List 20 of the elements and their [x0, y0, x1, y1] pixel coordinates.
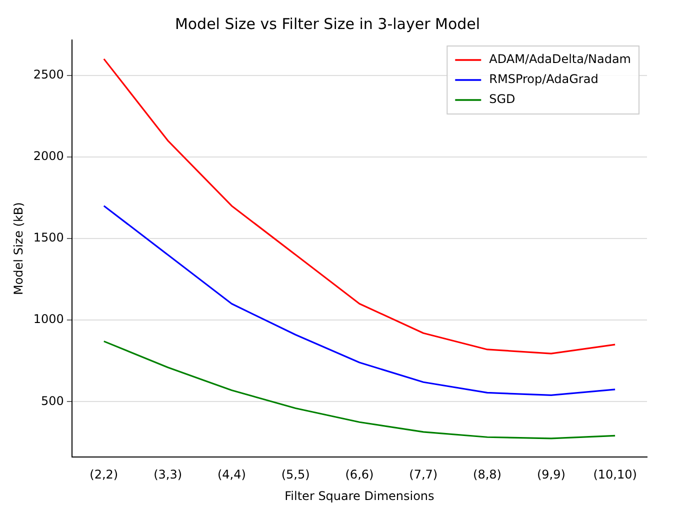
x-tick-label: (3,3) [154, 468, 182, 482]
y-tick-label: 1500 [33, 230, 64, 245]
x-tick-label: (9,9) [536, 468, 566, 482]
legend-label: ADAM/AdaDelta/Nadam [489, 52, 632, 66]
y-tick-label: 2000 [33, 148, 64, 163]
x-axis-title: Filter Square Dimensions [284, 488, 434, 503]
y-tick-label: 500 [41, 394, 64, 408]
x-tick-label: (7,7) [409, 468, 438, 482]
x-tick-label: (6,6) [345, 468, 374, 482]
chart-title: Model Size vs Filter Size in 3-layer Model [174, 14, 480, 33]
x-tick-label: (4,4) [217, 468, 246, 482]
y-tick-label: 1000 [33, 312, 64, 326]
legend-label: SGD [489, 92, 516, 106]
x-tick-label: (10,10) [593, 468, 637, 482]
x-tick-label: (5,5) [281, 468, 310, 482]
x-tick-label: (8,8) [473, 468, 502, 482]
x-tick-label: (2,2) [90, 468, 118, 482]
y-tick-label: 2500 [33, 67, 64, 82]
legend-label: RMSProp/AdaGrad [489, 72, 598, 86]
y-axis-title: Model Size (kB) [11, 202, 26, 296]
